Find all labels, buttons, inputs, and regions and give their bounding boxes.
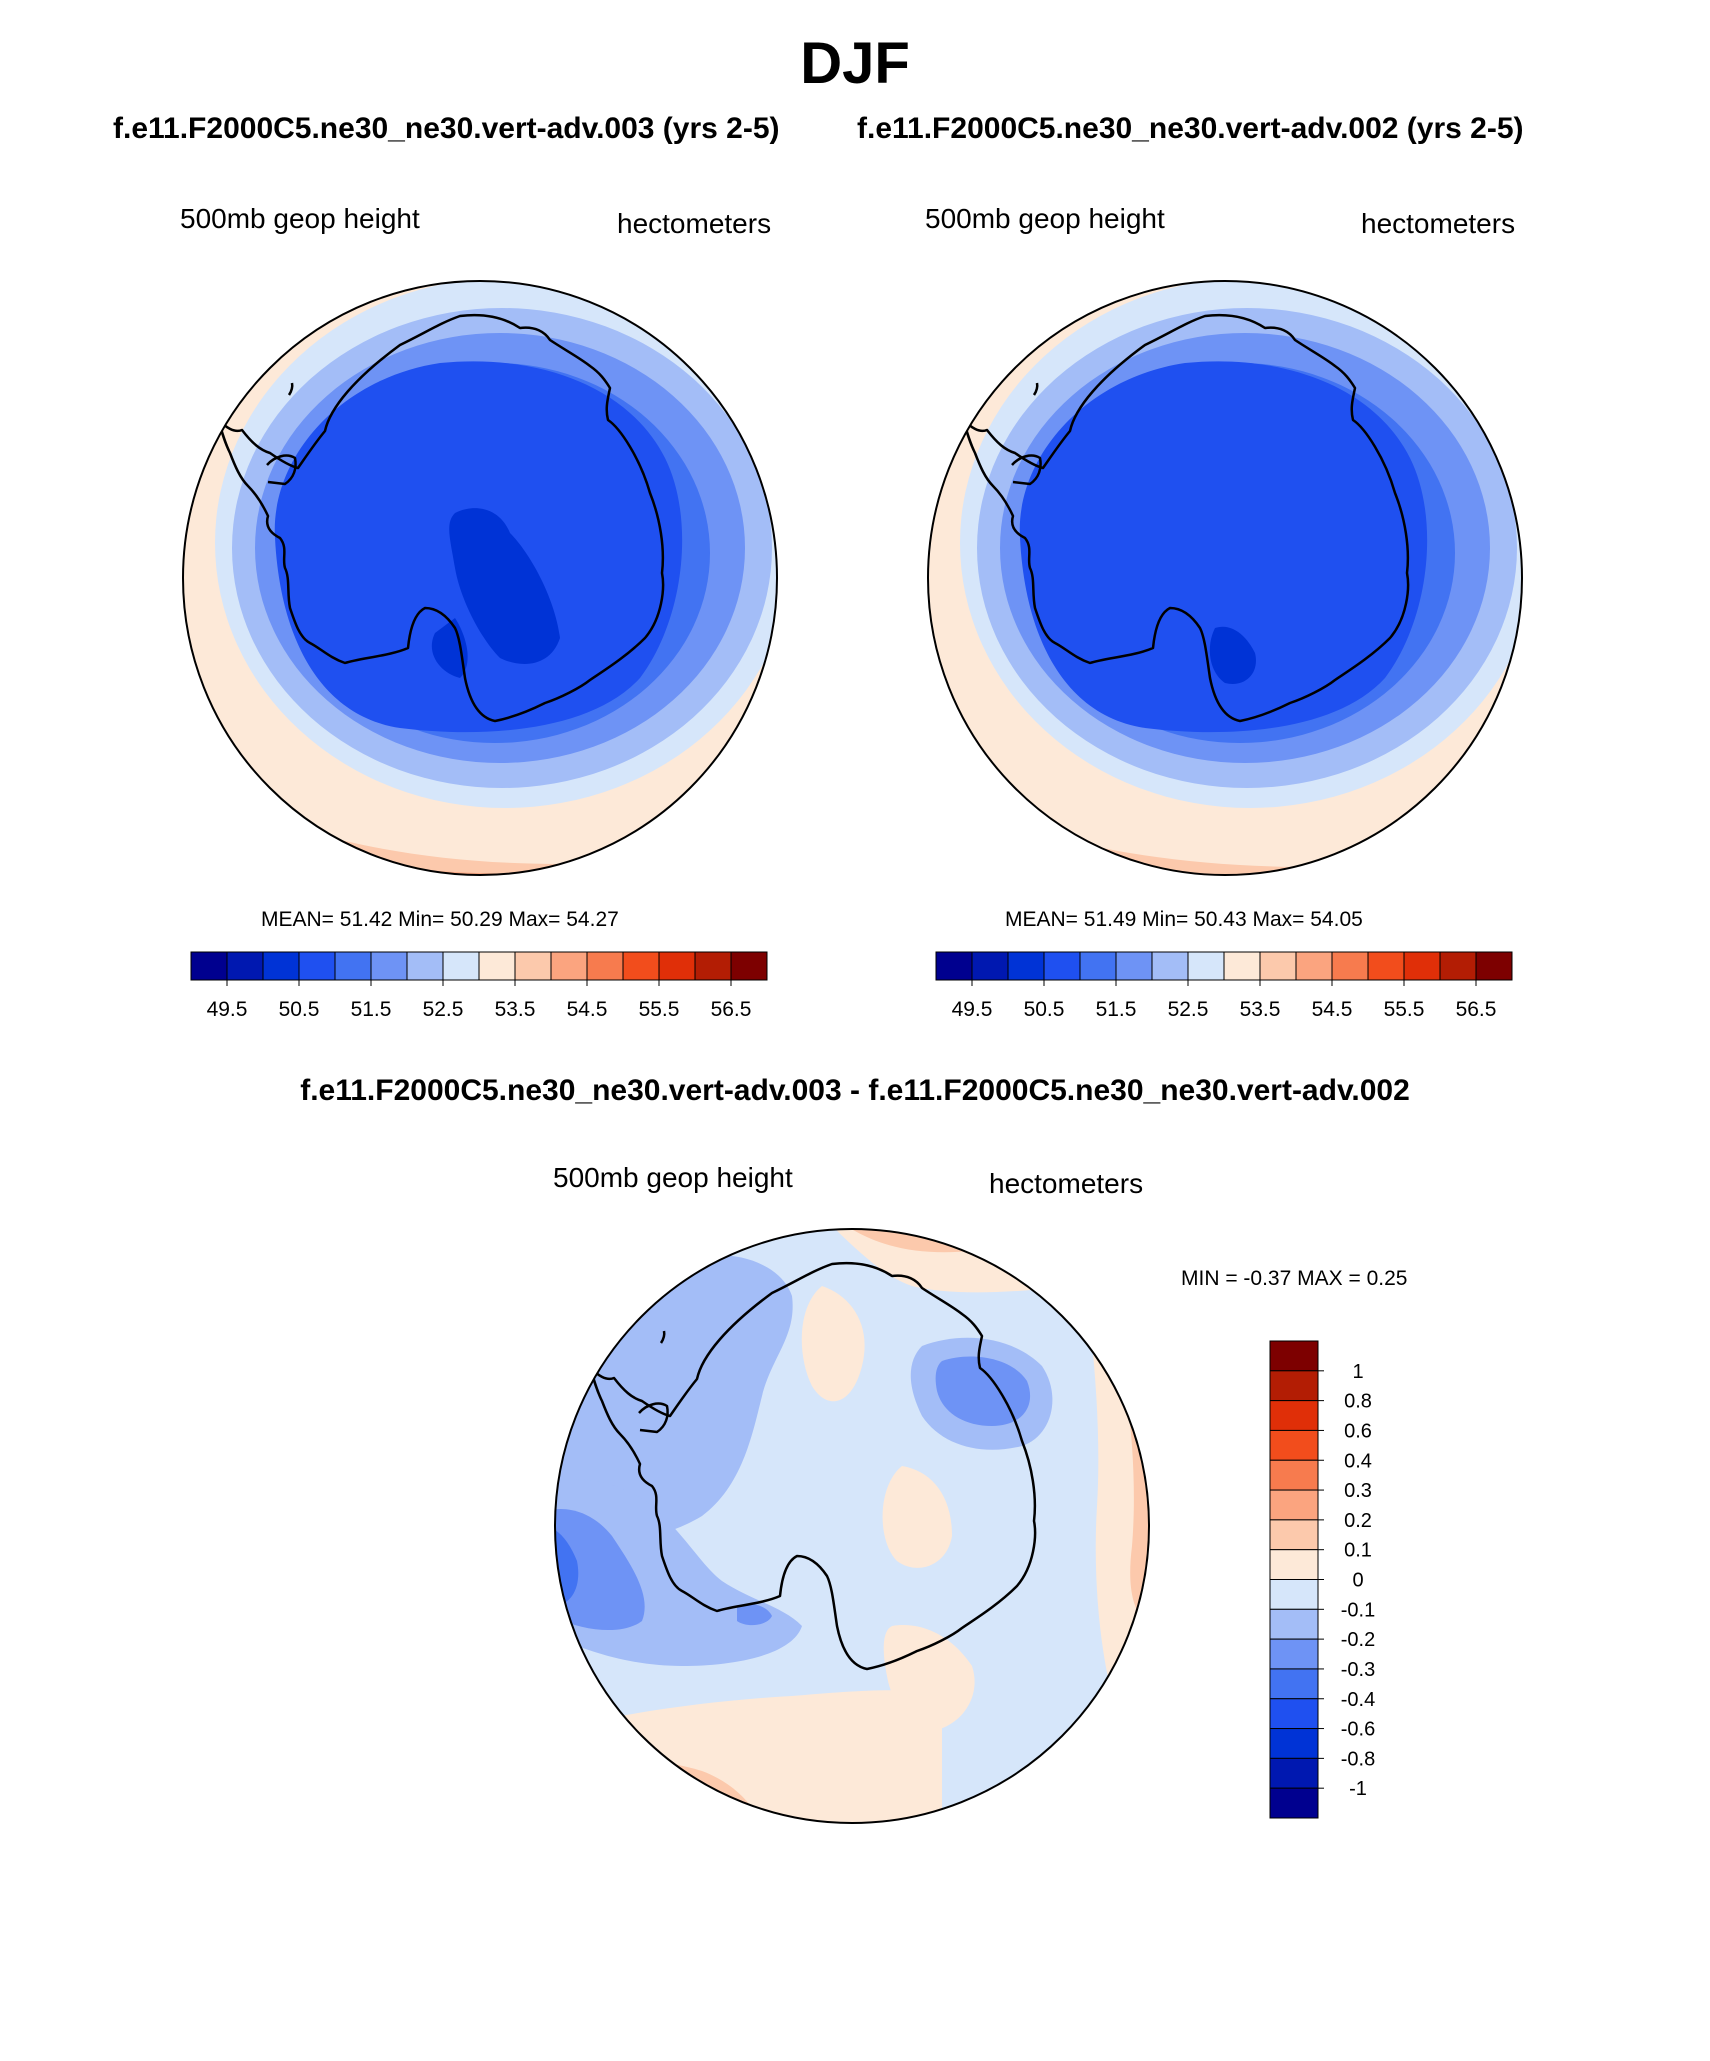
colorbar-diff-swatch bbox=[1269, 1757, 1319, 1789]
colorbar-a-swatch bbox=[478, 951, 516, 981]
colorbar-b-swatch bbox=[1475, 951, 1513, 981]
colorbar-b-swatch bbox=[1187, 951, 1225, 981]
colorbar-a-swatch bbox=[586, 951, 624, 981]
colorbar-b-swatch bbox=[1439, 951, 1477, 981]
colorbar-diff-swatch bbox=[1269, 1787, 1319, 1819]
diff-title: f.e11.F2000C5.ne30_ne30.vert-adv.003 - f… bbox=[300, 1074, 1410, 1107]
colorbar-a-swatch bbox=[658, 951, 696, 981]
colorbar-diff-swatch bbox=[1269, 1519, 1319, 1551]
colorbar-diff-swatch bbox=[1269, 1579, 1319, 1610]
colorbar-a-swatch bbox=[262, 951, 300, 981]
panel-b-variable: 500mb geop height bbox=[925, 203, 1165, 234]
colorbar-diff-tick-label: -0.6 bbox=[1341, 1719, 1375, 1741]
colorbar-diff-swatch bbox=[1269, 1728, 1319, 1759]
colorbar-diff-swatch bbox=[1269, 1698, 1319, 1730]
colorbar-a-swatch bbox=[622, 951, 660, 981]
diff-units: hectometers bbox=[989, 1168, 1144, 1199]
colorbar-b-swatch bbox=[1403, 951, 1441, 981]
colorbar-b-swatch bbox=[1367, 951, 1405, 981]
colorbar-b-swatch bbox=[1259, 951, 1297, 981]
colorbar-diff-tick-label: -0.2 bbox=[1341, 1629, 1375, 1651]
map-panel-b bbox=[927, 280, 1523, 876]
colorbar-panel-b: 49.5 50.5 51.5 52.5 53.5 54.5 55.5 56.5 bbox=[935, 951, 1513, 1021]
colorbar-b-tick-label: 53.5 bbox=[1240, 998, 1281, 1021]
colorbar-diff-tick-label: 0.6 bbox=[1344, 1420, 1372, 1442]
colorbar-b-swatch bbox=[1223, 951, 1261, 981]
colorbar-a-swatch bbox=[298, 951, 336, 981]
panel-a-stats: MEAN= 51.42 Min= 50.29 Max= 54.27 bbox=[261, 908, 619, 931]
colorbar-a-swatch bbox=[550, 951, 588, 981]
colorbar-a-tick-label: 56.5 bbox=[711, 998, 752, 1021]
colorbar-a-tick-label: 54.5 bbox=[567, 998, 608, 1021]
colorbar-b-tick-label: 49.5 bbox=[952, 998, 993, 1021]
colorbar-a-swatch bbox=[406, 951, 444, 981]
figure-title: DJF bbox=[800, 31, 910, 96]
colorbar-b-swatch bbox=[971, 951, 1009, 981]
colorbar-b-swatch bbox=[1151, 951, 1189, 981]
colorbar-a-swatch bbox=[190, 951, 228, 981]
colorbar-b-tick-label: 54.5 bbox=[1312, 998, 1353, 1021]
colorbar-a-tick-label: 51.5 bbox=[351, 998, 392, 1021]
colorbar-diff-tick-label: -0.8 bbox=[1341, 1748, 1375, 1770]
colorbar-diff-swatch bbox=[1269, 1340, 1319, 1372]
colorbar-diff-tick-label: 0 bbox=[1352, 1570, 1363, 1592]
colorbar-a-swatch bbox=[442, 951, 480, 981]
colorbar-a-swatch bbox=[694, 951, 732, 981]
colorbar-diff-swatch bbox=[1269, 1668, 1319, 1700]
colorbar-diff-tick-label: -1 bbox=[1349, 1778, 1367, 1800]
colorbar-diff-swatch bbox=[1269, 1489, 1319, 1521]
diff-stats: MIN = -0.37 MAX = 0.25 bbox=[1181, 1267, 1408, 1290]
panel-a-units: hectometers bbox=[617, 208, 772, 239]
colorbar-a-tick-label: 52.5 bbox=[423, 998, 464, 1021]
colorbar-diff-tick-label: 0.3 bbox=[1344, 1480, 1372, 1502]
map-panel-diff bbox=[554, 1228, 1150, 1824]
colorbar-diff-swatch bbox=[1269, 1549, 1319, 1580]
colorbar-diff-swatch bbox=[1269, 1459, 1319, 1491]
case-b-title: f.e11.F2000C5.ne30_ne30.vert-adv.002 (yr… bbox=[857, 112, 1524, 145]
colorbar-b-tick-label: 51.5 bbox=[1096, 998, 1137, 1021]
colorbar-a-swatch bbox=[370, 951, 408, 981]
panel-a-variable: 500mb geop height bbox=[180, 203, 420, 234]
colorbar-b-swatch bbox=[1295, 951, 1333, 981]
colorbar-diff-swatch bbox=[1269, 1400, 1319, 1431]
colorbar-diff-tick-label: 0.4 bbox=[1344, 1450, 1372, 1472]
colorbar-diff-tick-label: -0.1 bbox=[1341, 1599, 1375, 1621]
colorbar-b-swatch bbox=[1331, 951, 1369, 981]
colorbar-b-tick-label: 55.5 bbox=[1384, 998, 1425, 1021]
colorbar-b-swatch bbox=[935, 951, 973, 981]
map-panel-a bbox=[182, 280, 778, 876]
diff-variable: 500mb geop height bbox=[553, 1162, 793, 1193]
colorbar-a-swatch bbox=[226, 951, 264, 981]
colorbar-a-tick-label: 53.5 bbox=[495, 998, 536, 1021]
colorbar-diff-tick-label: 0.1 bbox=[1344, 1540, 1372, 1562]
colorbar-a-tick-label: 55.5 bbox=[639, 998, 680, 1021]
colorbar-b-tick-label: 56.5 bbox=[1456, 998, 1497, 1021]
case-a-title: f.e11.F2000C5.ne30_ne30.vert-adv.003 (yr… bbox=[113, 112, 780, 145]
colorbar-diff-tick-label: -0.4 bbox=[1341, 1689, 1375, 1711]
colorbar-diff-tick-label: 1 bbox=[1352, 1361, 1363, 1383]
colorbar-a-tick-label: 49.5 bbox=[207, 998, 248, 1021]
colorbar-diff-swatch bbox=[1269, 1370, 1319, 1402]
panel-b-stats: MEAN= 51.49 Min= 50.43 Max= 54.05 bbox=[1005, 908, 1363, 931]
colorbar-b-swatch bbox=[1115, 951, 1153, 981]
colorbar-b-swatch bbox=[1007, 951, 1045, 981]
colorbar-diff-swatch bbox=[1269, 1608, 1319, 1640]
colorbar-diff-tick-label: 0.8 bbox=[1344, 1391, 1372, 1413]
colorbar-diff-tick-label: -0.3 bbox=[1341, 1659, 1375, 1681]
colorbar-b-swatch bbox=[1043, 951, 1081, 981]
colorbar-a-swatch bbox=[730, 951, 768, 981]
colorbar-diff-tick-label: 0.2 bbox=[1344, 1510, 1372, 1532]
colorbar-b-tick-label: 50.5 bbox=[1024, 998, 1065, 1021]
colorbar-a-swatch bbox=[334, 951, 372, 981]
colorbar-diff-swatch bbox=[1269, 1429, 1319, 1461]
colorbar-diff-swatch bbox=[1269, 1638, 1319, 1670]
colorbar-b-tick-label: 52.5 bbox=[1168, 998, 1209, 1021]
colorbar-b-swatch bbox=[1079, 951, 1117, 981]
colorbar-a-swatch bbox=[514, 951, 552, 981]
panel-b-units: hectometers bbox=[1361, 208, 1516, 239]
colorbar-diff: 1 0.8 0.6 0.4 0.3 0.2 0.1 0 -0.1 -0.2 -0.3 -0.4 -0.6… bbox=[1269, 1340, 1375, 1819]
colorbar-a-tick-label: 50.5 bbox=[279, 998, 320, 1021]
colorbar-panel-a: 49.5 50.5 51.5 52.5 53.5 54.5 55.5 56.5 bbox=[190, 951, 768, 1021]
